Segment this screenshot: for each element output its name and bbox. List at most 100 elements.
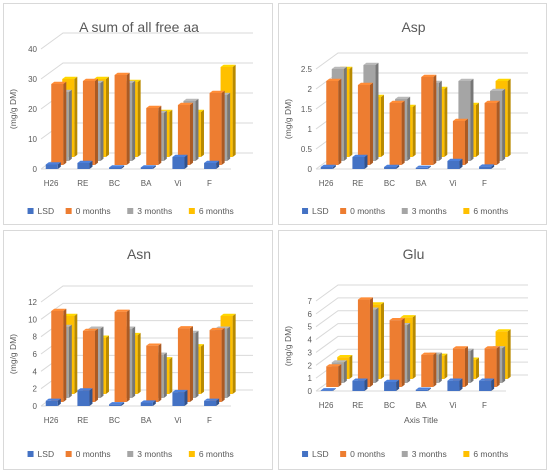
- x-tick-label: BA: [141, 416, 152, 425]
- legend-swatch: [188, 451, 195, 457]
- legend-swatch: [340, 208, 347, 214]
- gridline: [40, 302, 253, 320]
- bar-lsd: [415, 165, 431, 169]
- y-tick-label: 40: [28, 45, 37, 54]
- bars: [320, 297, 511, 391]
- legend-label: 3 months: [137, 206, 172, 216]
- x-tick-label: BA: [416, 401, 427, 410]
- y-tick-label: 2: [33, 385, 38, 394]
- legend-item: 6 months: [188, 449, 234, 459]
- bar-lsd: [204, 398, 220, 406]
- legend-item: 3 months: [127, 449, 172, 459]
- legend-label: 0 months: [350, 206, 385, 216]
- x-tick-label: RE: [352, 401, 363, 410]
- y-tick-label: 8: [33, 333, 38, 342]
- legend-item: 6 months: [463, 449, 508, 459]
- legend-swatch: [302, 451, 309, 457]
- x-tick-label: RE: [352, 179, 363, 188]
- bar-lsd: [204, 160, 220, 169]
- chart-panel-total-aa: A sum of all free aa 0 10 20 30 40 (mg/g DM) H2…: [3, 3, 273, 225]
- legend-label: 6 months: [473, 206, 508, 216]
- bar-lsd: [140, 165, 156, 169]
- legend-label: 3 months: [137, 449, 172, 459]
- x-tick-label: H26: [319, 179, 334, 188]
- x-tick-label: Vi: [449, 179, 456, 188]
- gridline: [40, 62, 253, 80]
- y-tick-label: 0: [33, 402, 38, 411]
- bar-lsd: [320, 388, 336, 391]
- y-axis-label: (mg/g DM): [8, 334, 18, 374]
- legend: LSD 0 months 3 months 6 months: [27, 449, 234, 459]
- y-tick-label: 30: [28, 75, 37, 84]
- legend-swatch: [401, 451, 408, 457]
- y-tick-label: 0: [308, 387, 313, 396]
- bar-0-months: [326, 78, 342, 165]
- y-tick-label: 2.5: [301, 65, 313, 74]
- x-tick-label: F: [482, 179, 487, 188]
- legend-swatch: [65, 208, 72, 214]
- legend-item: 6 months: [463, 206, 508, 216]
- legend-label: LSD: [38, 206, 55, 216]
- bar-0-months: [209, 327, 225, 402]
- y-tick-label: 1.5: [301, 105, 313, 114]
- legend-swatch: [127, 451, 134, 457]
- gridline: [40, 32, 253, 50]
- x-axis-label: Axis Title: [404, 415, 438, 425]
- bar-lsd: [384, 379, 400, 391]
- x-tick-label: F: [207, 179, 212, 188]
- x-tick-label: H26: [44, 179, 59, 188]
- gridline: [315, 323, 528, 340]
- legend-swatch: [27, 208, 34, 214]
- bar-0-months: [209, 90, 225, 165]
- bar-0-months: [421, 74, 437, 165]
- legend-item: LSD: [302, 449, 329, 459]
- legend-label: 3 months: [412, 206, 447, 216]
- legend-label: 6 months: [199, 449, 234, 459]
- legend-label: 0 months: [350, 449, 385, 459]
- x-tick-label: BC: [384, 401, 395, 410]
- chart-title: Asp: [401, 19, 425, 35]
- y-axis-label: (mg/g DM): [8, 89, 18, 129]
- gridline: [315, 335, 528, 353]
- bar-lsd: [109, 402, 125, 406]
- chart-svg: Asn 0 2 4 6 8 10 12 (mg/g DM) H26 RE BC BA Vi F LSD 0 mo…: [8, 246, 253, 459]
- legend-swatch: [188, 208, 195, 214]
- y-tick-label: 7: [308, 297, 313, 306]
- x-tick-label: Vi: [174, 179, 181, 188]
- y-tick-label: 4: [33, 367, 38, 376]
- legend-swatch: [463, 208, 470, 214]
- x-tick-label: RE: [77, 416, 88, 425]
- x-tick-label: BA: [416, 179, 427, 188]
- bar-0-months: [177, 326, 193, 402]
- bar-0-months: [82, 78, 98, 165]
- y-tick-label: 0.5: [301, 145, 313, 154]
- y-tick-label: 2: [308, 85, 313, 94]
- legend-swatch: [463, 451, 470, 457]
- bar-0-months: [389, 317, 405, 387]
- x-tick-label: Vi: [174, 416, 181, 425]
- chart-svg: Glu 0 1 2 3 4 5 6 7 (mg/g DM) H26 RE BC BA Vi F Axis Tit…: [283, 246, 528, 459]
- y-tick-label: 20: [28, 105, 37, 114]
- y-tick-label: 1: [308, 125, 313, 134]
- legend-label: LSD: [38, 449, 55, 459]
- chart-title: Glu: [403, 246, 425, 262]
- y-tick-label: 2: [308, 361, 313, 370]
- bar-lsd: [140, 400, 156, 406]
- x-tick-label: F: [207, 416, 212, 425]
- gridline: [315, 310, 528, 328]
- bar-lsd: [479, 378, 495, 391]
- chart-title: A sum of all free aa: [79, 19, 199, 35]
- legend-label: LSD: [312, 449, 329, 459]
- bar-0-months: [357, 82, 373, 165]
- legend-swatch: [65, 451, 72, 457]
- bar-0-months: [484, 346, 500, 387]
- legend-swatch: [340, 451, 347, 457]
- legend: LSD 0 months 3 months 6 months: [302, 449, 508, 459]
- bar-lsd: [172, 154, 188, 169]
- bar-lsd: [415, 387, 431, 391]
- legend-item: LSD: [27, 206, 55, 216]
- y-tick-label: 10: [28, 315, 37, 324]
- bar-0-months: [146, 105, 162, 165]
- legend-label: 0 months: [76, 449, 111, 459]
- legend-item: LSD: [27, 449, 55, 459]
